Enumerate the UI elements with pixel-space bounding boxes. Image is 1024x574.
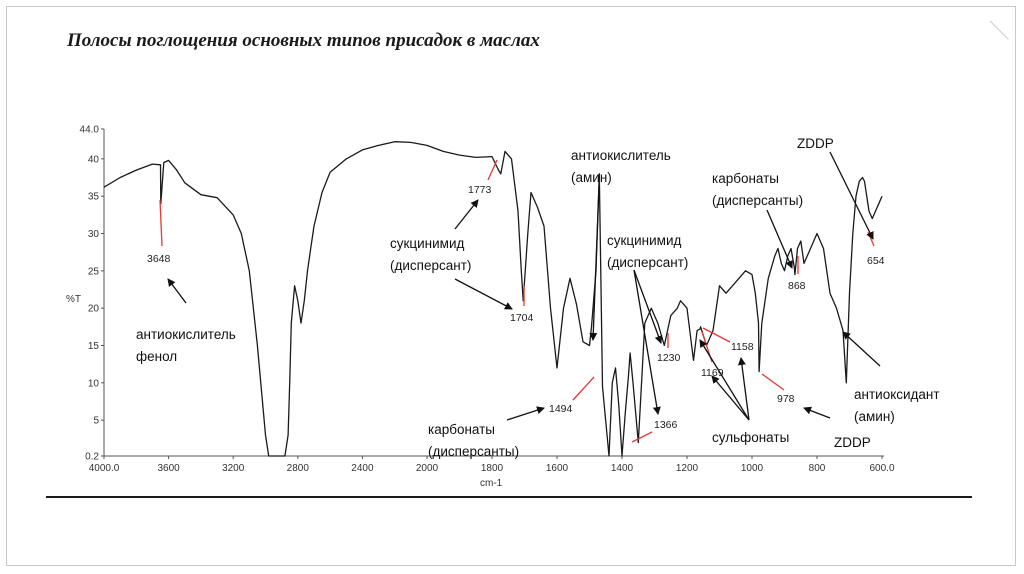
y-tick-label: 40 (88, 154, 100, 165)
x-tick-label: 1200 (676, 463, 699, 474)
label-amine1-2: (амин) (571, 170, 612, 185)
label-zddp-top: ZDDP (797, 136, 834, 151)
label-carb1-1: карбонаты (428, 422, 495, 437)
x-tick-label: 2000 (416, 463, 439, 474)
peak-marker-1494 (572, 376, 595, 401)
x-tick-label: 600.0 (869, 463, 894, 474)
label-carb2-2: (дисперсанты) (712, 193, 803, 208)
label-carb1-2: (дисперсанты) (428, 444, 519, 459)
arrow-succ1-down (454, 278, 513, 310)
y-axis-label: %T (66, 294, 81, 305)
y-tick-label: 30 (88, 229, 100, 240)
arrow-zddp-top (829, 151, 874, 240)
arrow-succ1-up (454, 199, 479, 230)
arrow-amine1 (589, 185, 600, 341)
peak-marker-1366 (631, 431, 653, 443)
arrow-amine2 (842, 331, 881, 367)
arrow-carb1 (506, 406, 545, 421)
slide-frame (6, 6, 1016, 566)
x-axis-ticks: 4000.0 3600 3200 2800 2400 2000 1800 1600 1400 12… (89, 456, 895, 474)
annotation-labels: антиокислитель фенол сукцинимид (дисперс… (136, 136, 940, 459)
label-amine1-1: антиокислитель (571, 148, 671, 163)
label-amine2-2: (амин) (854, 409, 895, 424)
y-axis-ticks: 44.0 40 35 30 25 20 15 10 5 0.2 (80, 125, 104, 463)
x-tick-label: 4000.0 (89, 463, 120, 474)
peak-marker-1158 (702, 327, 731, 343)
peak-marker-978 (761, 373, 785, 391)
x-tick-label: 2800 (287, 463, 310, 474)
x-tick-label: 1400 (611, 463, 634, 474)
label-succ2-2: (дисперсант) (607, 255, 688, 270)
arrow-zddp-bottom (803, 406, 831, 419)
x-tick-label: 3200 (222, 463, 245, 474)
peak-label-868: 868 (788, 280, 806, 292)
arrow-sulf-b (711, 375, 750, 421)
y-tick-label: 0.2 (85, 452, 99, 463)
x-tick-label: 1600 (546, 463, 569, 474)
slide-title: Полосы поглощения основных типов присадо… (67, 30, 540, 51)
divider-line (46, 496, 972, 498)
arrow-carb2 (766, 209, 793, 269)
label-sulfonates: сульфонаты (712, 430, 789, 445)
peak-label-654: 654 (867, 255, 885, 267)
peak-marker-3648 (159, 199, 163, 247)
y-tick-label: 44.0 (80, 125, 100, 136)
peak-marker-1773 (487, 159, 498, 181)
peak-label-1494: 1494 (549, 403, 573, 415)
y-tick-label: 25 (88, 266, 100, 277)
arrow-phenol (167, 278, 187, 304)
peak-label-3648: 3648 (147, 253, 171, 265)
peak-label-978: 978 (777, 393, 795, 405)
annotation-arrows (167, 151, 881, 421)
label-amine2-1: антиоксидант (854, 387, 940, 402)
label-succ1-2: (дисперсант) (390, 258, 471, 273)
label-succ1-1: сукцинимид (390, 236, 464, 251)
x-tick-label: 1000 (741, 463, 764, 474)
x-axis-label: cm-1 (480, 478, 503, 489)
x-tick-label: 800 (809, 463, 826, 474)
peak-label-1773: 1773 (468, 184, 492, 196)
label-carb2-1: карбонаты (712, 171, 779, 186)
y-tick-label: 15 (88, 341, 100, 352)
label-zddp-bottom: ZDDP (834, 435, 871, 450)
peak-label-1158: 1158 (731, 341, 754, 353)
label-phenol-2: фенол (136, 349, 177, 364)
peak-label-1704: 1704 (510, 312, 534, 324)
arrow-succ2-b (633, 269, 661, 415)
label-phenol-1: антиокислитель (136, 327, 236, 342)
y-tick-label: 5 (93, 416, 99, 427)
arrow-succ2-a (633, 269, 663, 344)
y-tick-label: 35 (88, 192, 100, 203)
y-tick-label: 20 (88, 304, 100, 315)
arrow-sulf-a (699, 339, 750, 421)
x-tick-label: 2400 (351, 463, 374, 474)
x-tick-label: 3600 (157, 463, 180, 474)
x-tick-label: 1800 (481, 463, 504, 474)
peak-label-1366: 1366 (654, 419, 678, 431)
label-succ2-1: сукцинимид (607, 233, 681, 248)
peak-label-1230: 1230 (657, 352, 681, 364)
arrow-sulf-c (737, 357, 750, 421)
y-tick-label: 10 (88, 378, 100, 389)
